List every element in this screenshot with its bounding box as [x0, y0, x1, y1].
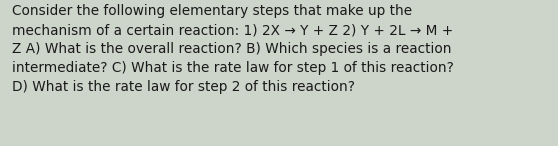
Text: Consider the following elementary steps that make up the
mechanism of a certain : Consider the following elementary steps …	[12, 4, 454, 94]
